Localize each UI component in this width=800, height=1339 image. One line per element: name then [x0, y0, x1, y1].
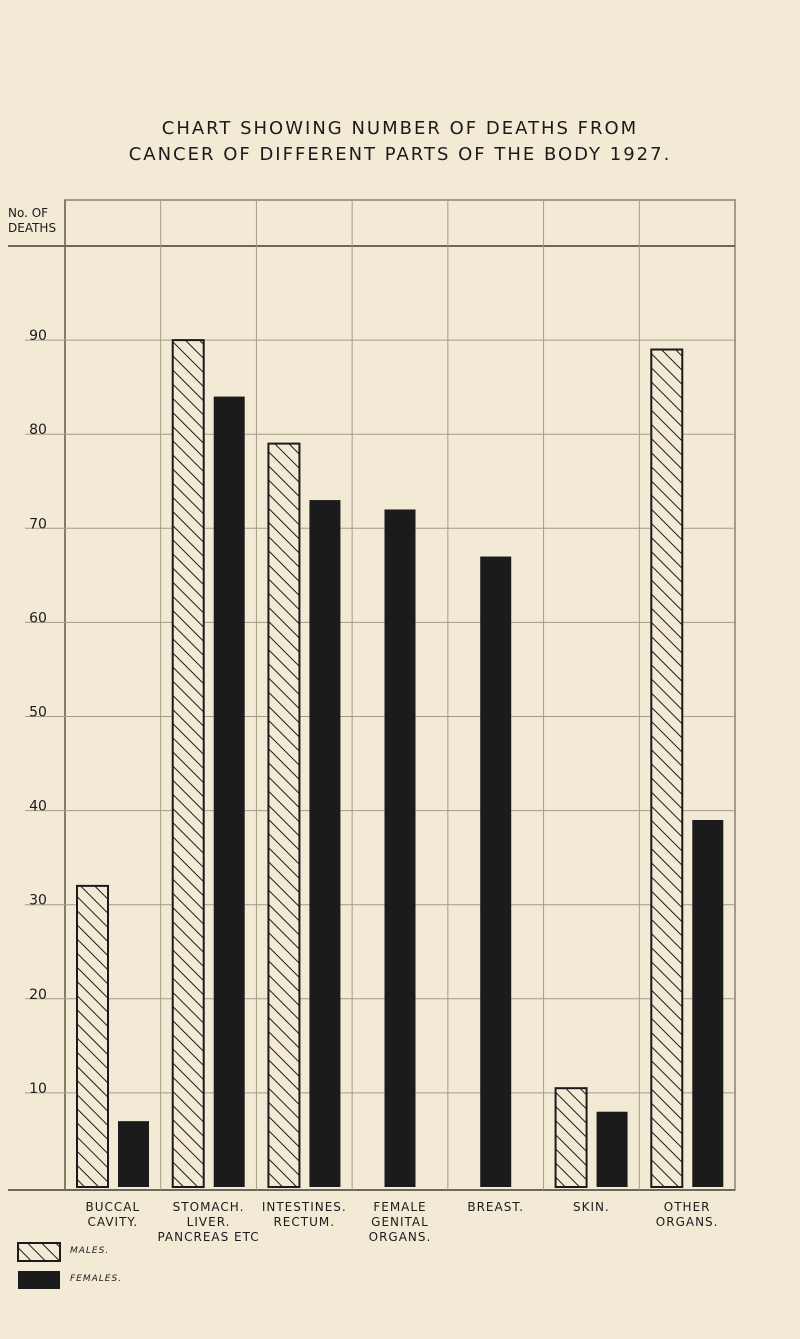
legend-swatch-males: [17, 1242, 61, 1262]
bar: [554, 1087, 588, 1188]
x-tick-label: STOMACH. LIVER. PANCREAS ETC: [157, 1200, 260, 1244]
grid: [8, 199, 736, 1191]
x-tick-label: FEMALE GENITAL ORGANS.: [368, 1200, 432, 1244]
bar: [118, 1121, 149, 1187]
bar: [213, 396, 245, 1187]
legend-label: MALES.: [70, 1246, 110, 1256]
bar: [309, 500, 341, 1187]
y-axis-label: No. OF DEATHS: [8, 206, 57, 235]
y-tick-label: 20: [29, 987, 47, 1003]
chart-title: CANCER OF DIFFERENT PARTS OF THE BODY 19…: [128, 144, 672, 165]
bar: [267, 442, 301, 1188]
bar: [692, 820, 724, 1187]
y-tick-label: 40: [29, 799, 47, 815]
x-tick-label: BREAST.: [467, 1200, 525, 1214]
legend-swatch-females: [18, 1271, 60, 1289]
legend-label: FEMALES.: [70, 1274, 123, 1284]
x-tick-label: OTHER ORGANS.: [655, 1200, 719, 1229]
x-tick-label: SKIN.: [573, 1200, 610, 1214]
y-tick-label: 10: [29, 1081, 47, 1097]
y-tick-label: 50: [29, 705, 47, 721]
y-tick-label: 60: [29, 610, 47, 626]
x-tick-label: BUCCAL CAVITY.: [85, 1200, 141, 1229]
y-tick-label: 90: [29, 328, 47, 344]
bar: [76, 884, 109, 1188]
y-tick-label: 70: [29, 516, 47, 532]
bar: [596, 1111, 628, 1187]
x-tick-label: INTESTINES. RECTUM.: [261, 1200, 347, 1229]
y-tick-label: 30: [29, 893, 47, 909]
bar: [480, 556, 512, 1187]
bar: [171, 339, 205, 1189]
chart-title: CHART SHOWING NUMBER OF DEATHS FROM: [161, 118, 639, 139]
bar: [650, 348, 684, 1188]
y-tick-label: 80: [29, 422, 47, 438]
bar: [384, 509, 416, 1188]
